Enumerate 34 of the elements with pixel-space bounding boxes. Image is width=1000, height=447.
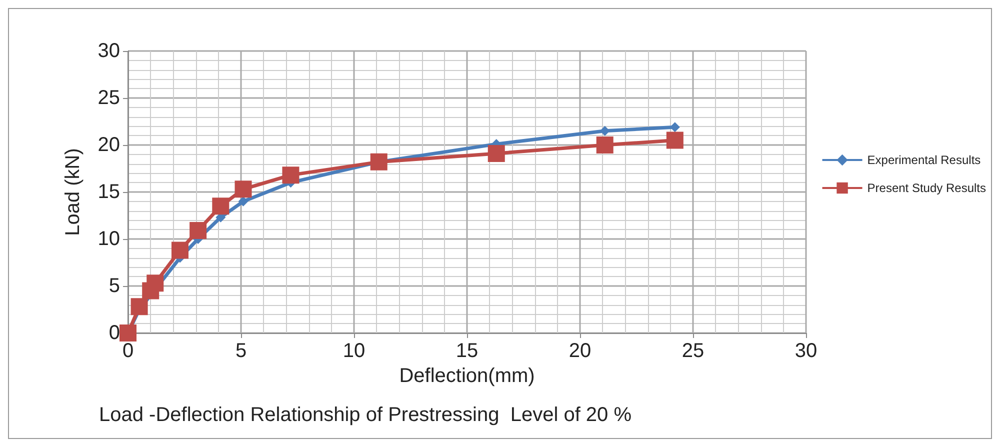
x-tick-label: 30 — [794, 340, 818, 362]
point — [282, 166, 300, 184]
y-tick-label: 0 — [108, 322, 120, 344]
point — [190, 222, 207, 240]
point — [600, 126, 610, 136]
point — [238, 196, 248, 206]
point — [212, 198, 230, 215]
point — [370, 153, 388, 170]
x-tick-label: 10 — [342, 340, 366, 362]
y-tick-label: 25 — [98, 87, 120, 109]
point — [234, 180, 252, 198]
y-axis-title: Load (kN) — [62, 148, 84, 236]
x-tick-label: 25 — [682, 340, 704, 362]
text: Load -Deflection Relationship of Prestressing Level of 20 % — [99, 404, 632, 426]
y-tick-label: 30 — [98, 40, 120, 62]
x-tick-label: 20 — [568, 340, 592, 362]
point — [666, 132, 684, 149]
x-tick-label: 15 — [456, 340, 478, 362]
point — [146, 274, 164, 292]
point — [670, 122, 680, 132]
x-axis-title: Deflection(mm) — [399, 364, 535, 387]
point — [130, 298, 148, 316]
point — [488, 144, 505, 162]
legend-label: Experimental Results — [867, 153, 981, 167]
y-tick-label: 5 — [108, 275, 120, 297]
point — [120, 324, 136, 342]
y-tick-label: 10 — [98, 228, 120, 250]
legend-label: Present Study Results — [867, 181, 986, 195]
y-tick-label: 20 — [98, 134, 120, 156]
y-tick-label: 15 — [98, 181, 120, 203]
point — [171, 242, 188, 259]
x-tick-label: 0 — [122, 340, 134, 362]
x-tick-label: 5 — [235, 340, 247, 362]
point — [596, 136, 614, 154]
